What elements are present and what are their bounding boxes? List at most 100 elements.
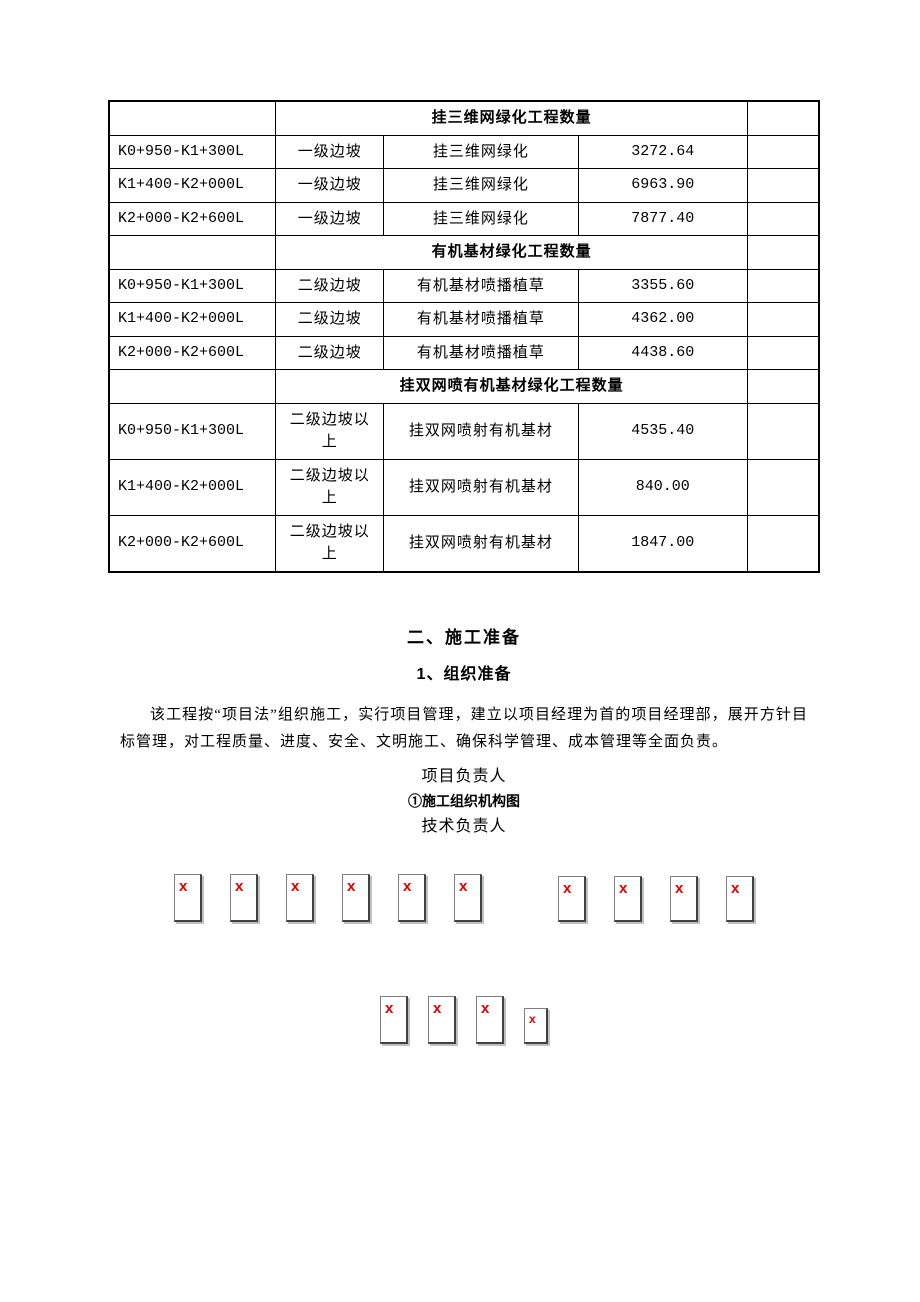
cell-remark	[747, 459, 819, 515]
cell-remark	[747, 515, 819, 572]
cell-remark	[747, 303, 819, 337]
cell-quantity: 3355.60	[578, 269, 747, 303]
cell-remark	[747, 135, 819, 169]
table-section-header: 挂三维网绿化工程数量	[276, 101, 747, 135]
cell-method: 挂双网喷射有机基材	[384, 515, 579, 572]
cell-remark	[747, 269, 819, 303]
broken-image-x: x	[385, 1001, 393, 1016]
cell-method: 挂双网喷射有机基材	[384, 459, 579, 515]
broken-image-x: x	[433, 1001, 441, 1016]
broken-image-icon: x	[726, 876, 754, 922]
cell-quantity: 4438.60	[578, 336, 747, 370]
org-chart-caption: ①施工组织机构图	[108, 790, 820, 812]
table-row: K1+400-K2+000L一级边坡挂三维网绿化6963.90	[109, 169, 819, 203]
table-section-empty	[109, 236, 276, 270]
cell-range: K2+000-K2+600L	[109, 515, 276, 572]
broken-image-x: x	[563, 881, 571, 896]
broken-image-x: x	[459, 879, 467, 894]
table-row: K2+000-K2+600L二级边坡有机基材喷播植草4438.60	[109, 336, 819, 370]
broken-image-icon: x	[670, 876, 698, 922]
broken-image-icon: x	[398, 874, 426, 922]
cell-quantity: 6963.90	[578, 169, 747, 203]
broken-image-icon: x	[454, 874, 482, 922]
document-page: 挂三维网绿化工程数量K0+950-K1+300L一级边坡挂三维网绿化3272.6…	[0, 0, 920, 1104]
cell-remark	[747, 403, 819, 459]
cell-range: K0+950-K1+300L	[109, 269, 276, 303]
broken-image-row-2: xxxx	[108, 996, 820, 1044]
cell-slope: 二级边坡	[276, 303, 384, 337]
table-row: K0+950-K1+300L二级边坡有机基材喷播植草3355.60	[109, 269, 819, 303]
cell-range: K0+950-K1+300L	[109, 403, 276, 459]
broken-image-icon: x	[380, 996, 408, 1044]
table-section-tail	[747, 101, 819, 135]
table-section-tail	[747, 236, 819, 270]
cell-slope: 二级边坡以上	[276, 515, 384, 572]
tech-lead-label: 技术负责人	[108, 813, 820, 840]
broken-image-icon: x	[174, 874, 202, 922]
broken-image-x: x	[347, 879, 355, 894]
table-section-header: 有机基材绿化工程数量	[276, 236, 747, 270]
cell-range: K1+400-K2+000L	[109, 303, 276, 337]
broken-image-x: x	[675, 881, 683, 896]
broken-image-icon: x	[286, 874, 314, 922]
broken-image-icon: x	[476, 996, 504, 1044]
subsection-1-heading: 1、组织准备	[108, 660, 820, 684]
cell-method: 有机基材喷播植草	[384, 303, 579, 337]
cell-range: K0+950-K1+300L	[109, 135, 276, 169]
cell-method: 挂三维网绿化	[384, 169, 579, 203]
table-row: K2+000-K2+600L一级边坡挂三维网绿化7877.40	[109, 202, 819, 236]
broken-image-icon: x	[558, 876, 586, 922]
cell-remark	[747, 202, 819, 236]
table-row: K1+400-K2+000L二级边坡以上挂双网喷射有机基材840.00	[109, 459, 819, 515]
broken-image-x: x	[291, 879, 299, 894]
broken-image-x: x	[403, 879, 411, 894]
table-row: K0+950-K1+300L二级边坡以上挂双网喷射有机基材4535.40	[109, 403, 819, 459]
project-manager-label: 项目负责人	[108, 763, 820, 790]
cell-slope: 一级边坡	[276, 135, 384, 169]
cell-quantity: 840.00	[578, 459, 747, 515]
broken-image-x: x	[481, 1001, 489, 1016]
broken-image-x: x	[235, 879, 243, 894]
cell-method: 有机基材喷播植草	[384, 336, 579, 370]
broken-image-icon: x	[428, 996, 456, 1044]
cell-quantity: 3272.64	[578, 135, 747, 169]
table-section-header: 挂双网喷有机基材绿化工程数量	[276, 370, 747, 404]
cell-slope: 二级边坡	[276, 336, 384, 370]
broken-image-x: x	[179, 879, 187, 894]
broken-image-x: x	[731, 881, 739, 896]
cell-slope: 二级边坡	[276, 269, 384, 303]
org-paragraph: 该工程按“项目法”组织施工，实行项目管理，建立以项目经理为首的项目经理部，展开方…	[120, 702, 808, 758]
cell-quantity: 4535.40	[578, 403, 747, 459]
cell-slope: 二级边坡以上	[276, 459, 384, 515]
cell-range: K1+400-K2+000L	[109, 459, 276, 515]
quantity-table: 挂三维网绿化工程数量K0+950-K1+300L一级边坡挂三维网绿化3272.6…	[108, 100, 820, 573]
cell-method: 挂双网喷射有机基材	[384, 403, 579, 459]
table-row: K0+950-K1+300L一级边坡挂三维网绿化3272.64	[109, 135, 819, 169]
broken-image-x: x	[529, 1013, 536, 1025]
cell-range: K1+400-K2+000L	[109, 169, 276, 203]
cell-range: K2+000-K2+600L	[109, 202, 276, 236]
cell-slope: 二级边坡以上	[276, 403, 384, 459]
cell-method: 挂三维网绿化	[384, 135, 579, 169]
cell-method: 有机基材喷播植草	[384, 269, 579, 303]
broken-image-icon: x	[342, 874, 370, 922]
cell-slope: 一级边坡	[276, 169, 384, 203]
broken-image-row-1: xxxxxxxxxx	[108, 874, 820, 922]
broken-image-icon: x	[230, 874, 258, 922]
broken-image-icon: x	[524, 1008, 548, 1044]
broken-image-icon: x	[614, 876, 642, 922]
cell-range: K2+000-K2+600L	[109, 336, 276, 370]
cell-quantity: 4362.00	[578, 303, 747, 337]
cell-remark	[747, 336, 819, 370]
cell-method: 挂三维网绿化	[384, 202, 579, 236]
table-row: K1+400-K2+000L二级边坡有机基材喷播植草4362.00	[109, 303, 819, 337]
table-row: K2+000-K2+600L二级边坡以上挂双网喷射有机基材1847.00	[109, 515, 819, 572]
table-section-empty	[109, 370, 276, 404]
table-section-tail	[747, 370, 819, 404]
broken-image-x: x	[619, 881, 627, 896]
cell-slope: 一级边坡	[276, 202, 384, 236]
cell-remark	[747, 169, 819, 203]
section-2-heading: 二、施工准备	[108, 623, 820, 648]
cell-quantity: 7877.40	[578, 202, 747, 236]
table-section-empty	[109, 101, 276, 135]
